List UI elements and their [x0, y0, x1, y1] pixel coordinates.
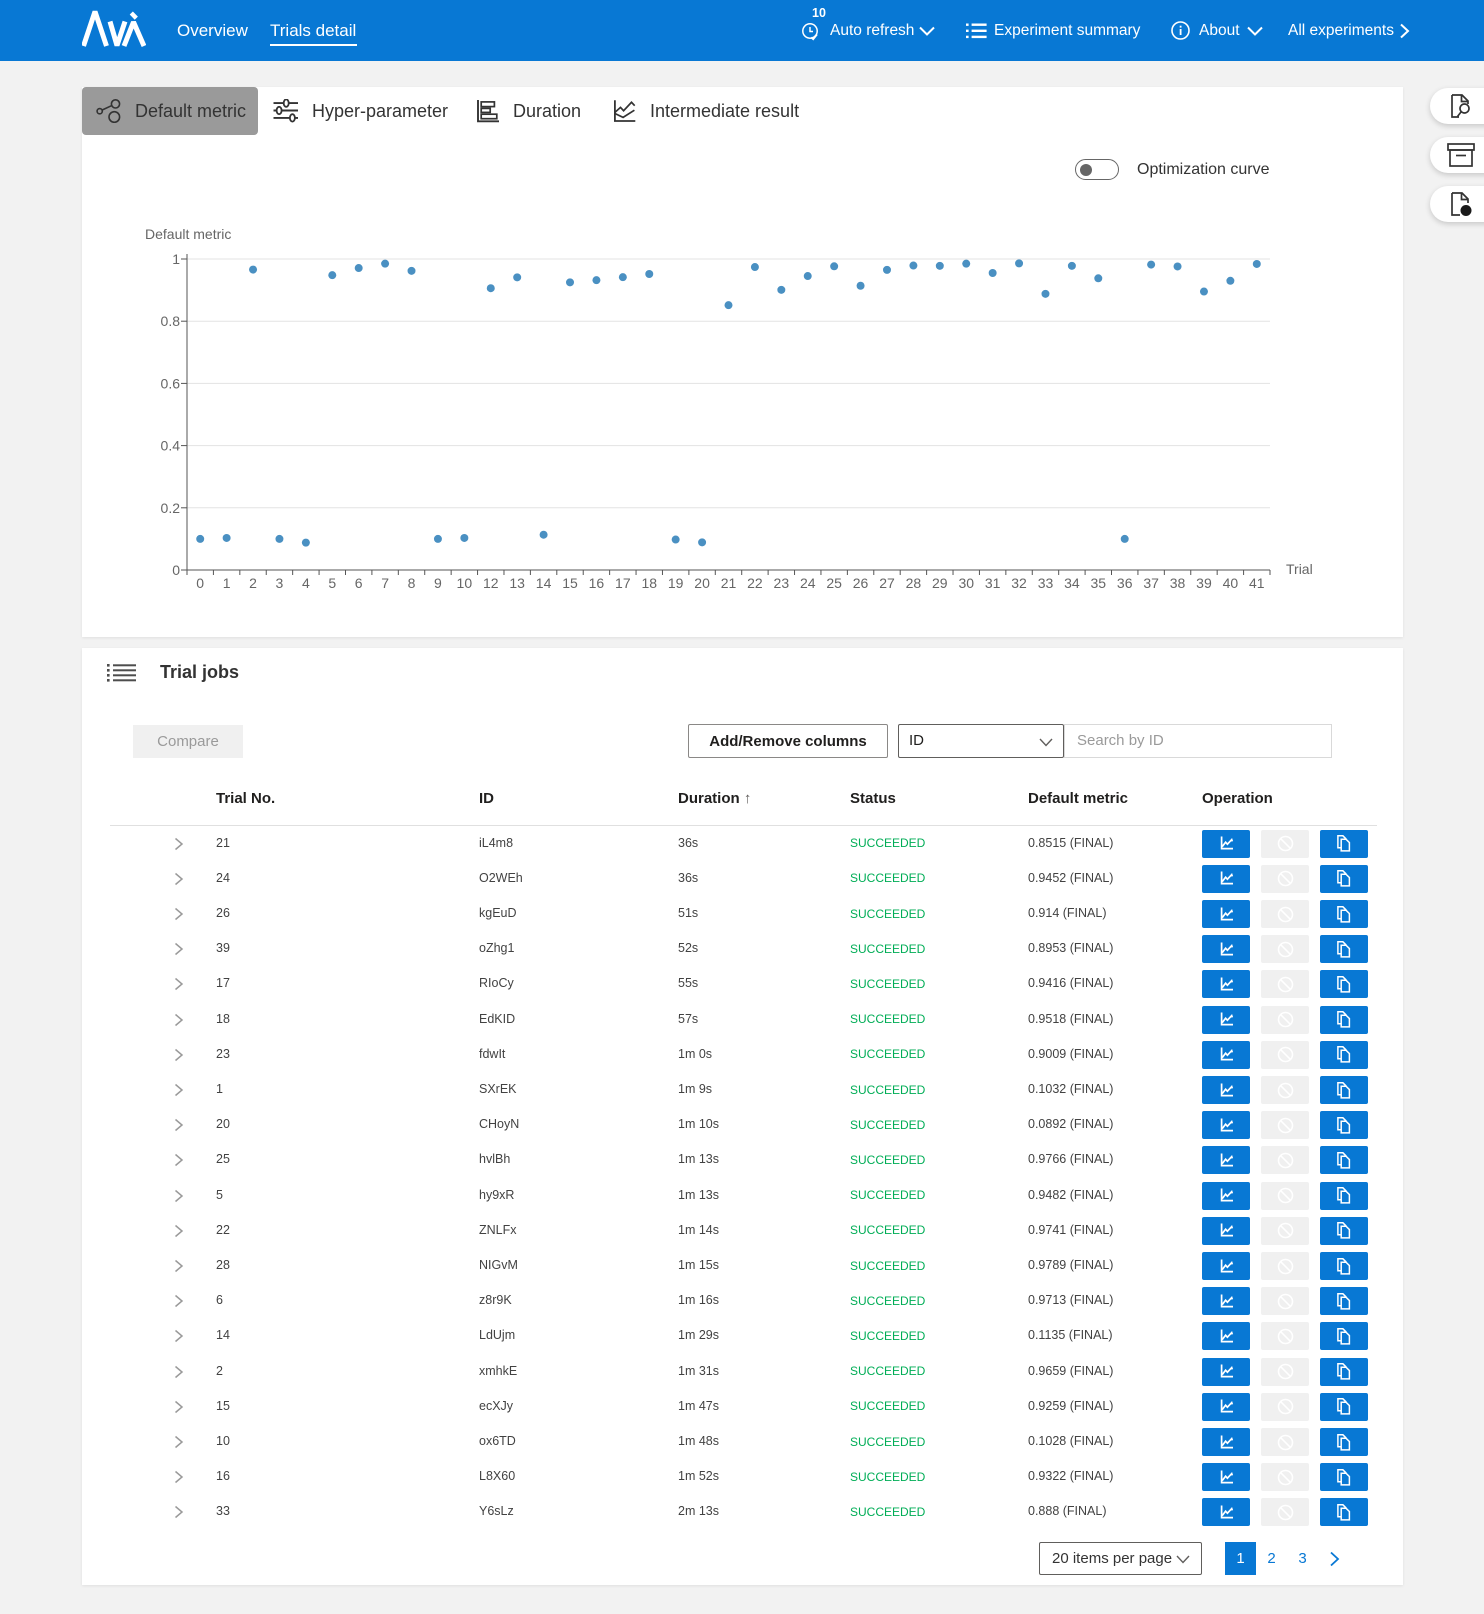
svg-text:Default metric: Default metric	[145, 226, 231, 242]
svg-text:20: 20	[694, 575, 710, 591]
svg-text:23: 23	[774, 575, 790, 591]
svg-text:9: 9	[434, 575, 442, 591]
svg-text:2: 2	[249, 575, 257, 591]
svg-text:0.6: 0.6	[161, 375, 181, 391]
svg-text:39: 39	[1196, 575, 1212, 591]
svg-text:37: 37	[1143, 575, 1159, 591]
svg-text:14: 14	[536, 575, 552, 591]
svg-text:30: 30	[958, 575, 974, 591]
svg-text:15: 15	[562, 575, 578, 591]
svg-text:8: 8	[408, 575, 416, 591]
svg-text:10: 10	[457, 575, 473, 591]
svg-text:13: 13	[509, 575, 525, 591]
svg-text:38: 38	[1170, 575, 1186, 591]
svg-text:17: 17	[615, 575, 631, 591]
svg-text:41: 41	[1249, 575, 1265, 591]
svg-text:1: 1	[172, 251, 180, 267]
svg-text:18: 18	[641, 575, 657, 591]
svg-text:12: 12	[483, 575, 499, 591]
svg-text:19: 19	[668, 575, 684, 591]
svg-text:1: 1	[223, 575, 231, 591]
svg-text:0: 0	[196, 575, 204, 591]
svg-text:25: 25	[826, 575, 842, 591]
svg-text:34: 34	[1064, 575, 1080, 591]
svg-text:24: 24	[800, 575, 816, 591]
svg-text:0: 0	[172, 562, 180, 578]
svg-text:40: 40	[1223, 575, 1239, 591]
svg-text:7: 7	[381, 575, 389, 591]
svg-text:5: 5	[328, 575, 336, 591]
svg-text:0.4: 0.4	[161, 438, 181, 454]
svg-text:36: 36	[1117, 575, 1133, 591]
svg-text:0.8: 0.8	[161, 313, 181, 329]
svg-text:26: 26	[853, 575, 869, 591]
svg-text:27: 27	[879, 575, 895, 591]
svg-text:29: 29	[932, 575, 948, 591]
svg-text:0.2: 0.2	[161, 500, 181, 516]
svg-text:28: 28	[906, 575, 922, 591]
svg-text:32: 32	[1011, 575, 1027, 591]
svg-text:16: 16	[589, 575, 605, 591]
svg-text:Trial: Trial	[1286, 561, 1313, 577]
svg-text:6: 6	[355, 575, 363, 591]
svg-text:3: 3	[276, 575, 284, 591]
svg-text:35: 35	[1091, 575, 1107, 591]
svg-text:4: 4	[302, 575, 310, 591]
svg-text:33: 33	[1038, 575, 1054, 591]
svg-text:22: 22	[747, 575, 763, 591]
svg-text:31: 31	[985, 575, 1001, 591]
svg-text:21: 21	[721, 575, 737, 591]
